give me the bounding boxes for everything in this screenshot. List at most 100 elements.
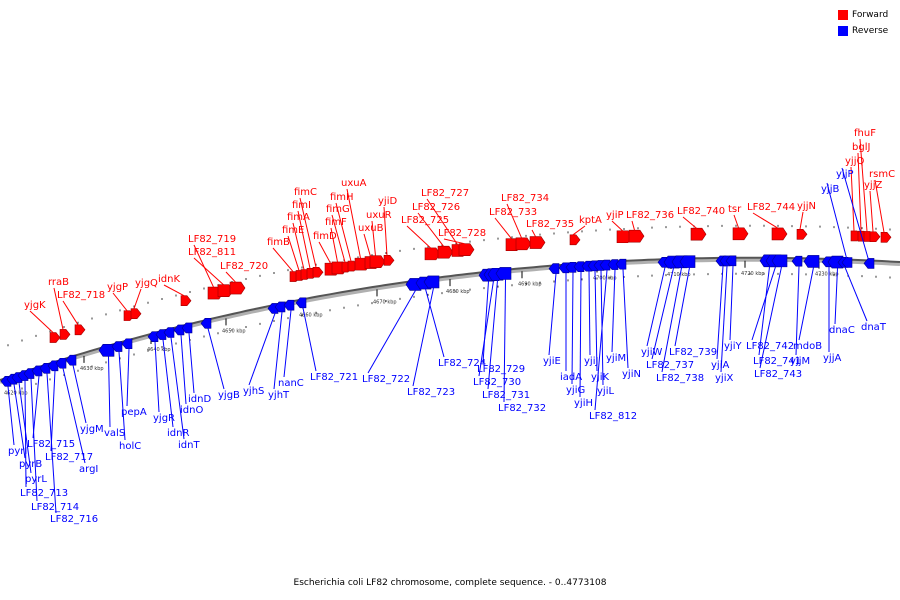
gene-arrow-reverse[interactable]: [423, 275, 440, 289]
gene-reverse[interactable]: [155, 329, 167, 340]
gene-arrow-reverse[interactable]: [771, 254, 788, 268]
gene-arrow-forward[interactable]: [515, 237, 532, 251]
gene-reverse[interactable]: [599, 259, 611, 271]
gene-arrow-reverse[interactable]: [173, 324, 185, 336]
gene-arrow-forward[interactable]: [796, 228, 808, 240]
gene-arrow-reverse[interactable]: [39, 363, 51, 374]
gene-forward[interactable]: [869, 231, 881, 243]
gene-reverse[interactable]: [283, 299, 295, 311]
gene-reverse[interactable]: [679, 255, 696, 268]
gene-arrow-forward[interactable]: [437, 245, 454, 259]
gene-reverse[interactable]: [771, 254, 788, 268]
gene-reverse[interactable]: [841, 257, 853, 268]
gene-forward[interactable]: [49, 332, 61, 343]
gene-arrow-reverse[interactable]: [548, 263, 560, 274]
gene-arrow-forward[interactable]: [130, 308, 142, 320]
gene-reverse[interactable]: [725, 255, 737, 267]
gene-arrow-forward[interactable]: [529, 236, 546, 249]
gene-forward[interactable]: [880, 231, 892, 243]
gene-reverse[interactable]: [98, 343, 115, 357]
gene-forward[interactable]: [130, 308, 142, 320]
gene-arrow-reverse[interactable]: [274, 301, 286, 313]
gene-forward[interactable]: [569, 234, 581, 246]
gene-forward[interactable]: [732, 227, 749, 241]
gene-reverse[interactable]: [548, 263, 560, 274]
gene-arrow-reverse[interactable]: [573, 261, 585, 272]
gene-forward[interactable]: [690, 227, 707, 241]
gene-arrow-reverse[interactable]: [607, 259, 619, 270]
gene-arrow-forward[interactable]: [369, 255, 386, 269]
gene-forward[interactable]: [74, 324, 86, 336]
gene-reverse[interactable]: [47, 360, 59, 372]
gene-reverse[interactable]: [55, 357, 67, 369]
gene-arrow-reverse[interactable]: [155, 329, 167, 340]
gene-arrow-reverse[interactable]: [599, 259, 611, 271]
gene-arrow-reverse[interactable]: [803, 255, 820, 268]
gene-reverse[interactable]: [121, 338, 133, 350]
gene-forward[interactable]: [796, 228, 808, 240]
gene-arrow-forward[interactable]: [569, 234, 581, 246]
gene-forward[interactable]: [458, 243, 475, 256]
gene-arrow-reverse[interactable]: [841, 257, 853, 268]
gene-reverse[interactable]: [573, 261, 585, 272]
gene-reverse[interactable]: [274, 301, 286, 313]
gene-forward[interactable]: [180, 295, 192, 306]
gene-reverse[interactable]: [147, 331, 159, 342]
gene-reverse[interactable]: [607, 259, 619, 270]
gene-arrow-reverse[interactable]: [863, 258, 875, 269]
gene-forward[interactable]: [437, 245, 454, 259]
gene-reverse[interactable]: [495, 267, 512, 280]
gene-arrow-forward[interactable]: [180, 295, 192, 306]
gene-reverse[interactable]: [295, 297, 307, 309]
gene-reverse[interactable]: [31, 365, 43, 377]
gene-arrow-reverse[interactable]: [47, 360, 59, 372]
gene-forward[interactable]: [383, 255, 395, 266]
gene-reverse[interactable]: [65, 354, 77, 366]
gene-arrow-reverse[interactable]: [181, 322, 193, 334]
gene-reverse[interactable]: [803, 255, 820, 268]
gene-reverse[interactable]: [23, 368, 35, 379]
gene-forward[interactable]: [628, 229, 645, 243]
gene-arrow-forward[interactable]: [732, 227, 749, 241]
gene-arrow-forward[interactable]: [880, 231, 892, 243]
gene-forward[interactable]: [369, 255, 386, 269]
gene-reverse[interactable]: [565, 261, 577, 273]
gene-arrow-reverse[interactable]: [111, 341, 123, 352]
gene-arrow-reverse[interactable]: [98, 343, 115, 357]
gene-arrow-reverse[interactable]: [55, 357, 67, 369]
gene-reverse[interactable]: [200, 318, 212, 329]
gene-arrow-reverse[interactable]: [565, 261, 577, 273]
gene-arrow-reverse[interactable]: [725, 255, 737, 267]
gene-reverse[interactable]: [863, 258, 875, 269]
gene-arrow-reverse[interactable]: [121, 338, 133, 350]
gene-reverse[interactable]: [181, 322, 193, 334]
gene-reverse[interactable]: [423, 275, 440, 289]
gene-reverse[interactable]: [163, 327, 175, 338]
gene-arrow-reverse[interactable]: [23, 368, 35, 379]
gene-arrow-reverse[interactable]: [200, 318, 212, 329]
gene-arrow-forward[interactable]: [869, 231, 881, 243]
gene-arrow-forward[interactable]: [49, 332, 61, 343]
gene-arrow-reverse[interactable]: [791, 255, 803, 267]
gene-arrow-forward[interactable]: [628, 229, 645, 243]
gene-arrow-forward[interactable]: [458, 243, 475, 256]
gene-arrow-forward[interactable]: [383, 255, 395, 266]
gene-arrow-forward[interactable]: [74, 324, 86, 336]
gene-arrow-forward[interactable]: [312, 266, 324, 278]
gene-reverse[interactable]: [173, 324, 185, 336]
gene-arrow-reverse[interactable]: [31, 365, 43, 377]
gene-reverse[interactable]: [615, 258, 627, 270]
gene-arrow-reverse[interactable]: [147, 331, 159, 342]
gene-forward[interactable]: [771, 227, 788, 241]
gene-arrow-reverse[interactable]: [679, 255, 696, 268]
gene-reverse[interactable]: [39, 363, 51, 374]
gene-arrow-forward[interactable]: [771, 227, 788, 241]
gene-arrow-reverse[interactable]: [615, 258, 627, 270]
gene-arrow-reverse[interactable]: [283, 299, 295, 311]
gene-reverse[interactable]: [791, 255, 803, 267]
gene-forward[interactable]: [312, 266, 324, 278]
gene-arrow-reverse[interactable]: [295, 297, 307, 309]
gene-arrow-reverse[interactable]: [65, 354, 77, 366]
gene-forward[interactable]: [229, 281, 246, 295]
gene-reverse[interactable]: [111, 341, 123, 352]
